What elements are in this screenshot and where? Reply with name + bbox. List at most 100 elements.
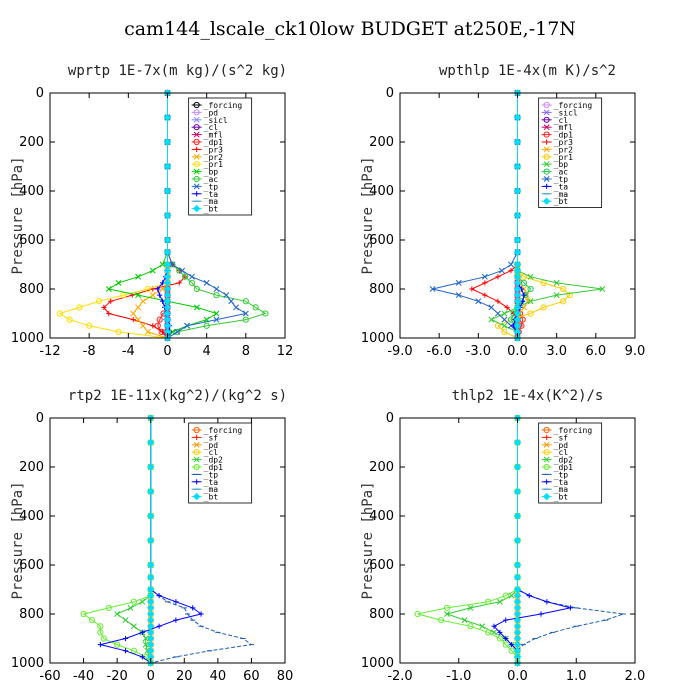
legend-item-pr3: _pr3 — [191, 145, 223, 154]
y-axis-label: Pressure [hPa] — [10, 481, 26, 599]
legend-marker — [192, 492, 201, 501]
data-point — [147, 536, 155, 545]
data-point — [140, 298, 146, 305]
x-tick-label: 6.0 — [585, 344, 606, 359]
legend-label: _dp1 — [554, 131, 573, 140]
y-tick-label: 0 — [386, 86, 394, 101]
x-tick-label: -60 — [39, 669, 60, 684]
x-tick-label: 8 — [242, 344, 250, 359]
legend-label: _bp — [204, 168, 219, 177]
legend-label: _dp1 — [554, 463, 573, 472]
series-line — [103, 93, 186, 339]
legend-item-cl: _cl — [541, 116, 568, 125]
data-point — [140, 322, 146, 329]
legend-item-bt: _bt — [191, 204, 218, 214]
data-point — [482, 280, 488, 286]
data-point — [538, 611, 544, 617]
legend-item-pr1: _pr1 — [191, 160, 223, 169]
data-point — [105, 604, 112, 611]
data-point — [147, 512, 155, 520]
data-point — [509, 642, 515, 648]
data-point — [567, 605, 573, 611]
legend-marker — [193, 168, 200, 175]
legend-label: _ac — [204, 175, 219, 184]
legend-item-forcing: _forcing — [541, 426, 592, 435]
panel-title: wpthlp 1E-4x(m K)/s^2 — [439, 63, 616, 79]
y-axis-label: Pressure [hPa] — [360, 156, 376, 274]
data-point — [139, 598, 146, 605]
legend-marker — [194, 479, 200, 485]
data-point — [173, 599, 179, 605]
series-tp — [429, 90, 521, 341]
data-point — [455, 279, 462, 286]
legend-label: _bt — [554, 493, 569, 502]
legend-item-tp: _tp — [541, 470, 569, 479]
series-bt — [513, 89, 522, 342]
data-point — [184, 322, 191, 329]
data-point — [130, 310, 137, 317]
data-point — [163, 162, 172, 171]
data-point — [523, 292, 530, 299]
series-dp1 — [80, 414, 154, 667]
data-point — [108, 298, 114, 304]
legend-item-pr2: _pr2 — [191, 153, 223, 162]
legend-item-bp: _bp — [191, 168, 219, 177]
data-point — [553, 292, 560, 299]
data-point — [513, 561, 522, 569]
data-point — [503, 617, 509, 623]
data-point — [491, 623, 497, 629]
data-point — [513, 138, 522, 146]
data-point — [122, 635, 129, 642]
x-tick-label: 4 — [203, 344, 211, 359]
data-point — [599, 286, 606, 292]
legend-label: _ta — [554, 182, 569, 191]
y-tick-label: 400 — [369, 509, 394, 524]
x-tick-label: -40 — [73, 669, 94, 684]
legend-marker — [543, 146, 550, 153]
data-point — [513, 236, 522, 244]
data-point — [127, 604, 134, 611]
legend-marker — [543, 463, 550, 471]
x-tick-label: -2.0 — [387, 669, 412, 684]
data-point — [495, 274, 501, 280]
legend-marker — [192, 204, 201, 213]
data-point — [150, 323, 156, 329]
legend-label: _pr2 — [204, 153, 223, 162]
legend-label: _ac — [554, 168, 569, 177]
legend-marker — [193, 456, 200, 463]
legend-label: _dp1 — [204, 463, 223, 472]
y-tick-label: 800 — [369, 607, 394, 622]
data-point — [495, 298, 501, 304]
legend-item-pd: _pd — [191, 108, 218, 117]
data-point — [513, 211, 522, 220]
y-tick-label: 400 — [369, 184, 394, 199]
data-point — [106, 310, 112, 317]
data-point — [174, 328, 181, 335]
data-point — [213, 292, 220, 299]
data-point — [540, 304, 547, 311]
data-point — [97, 623, 104, 630]
data-point — [174, 328, 181, 335]
data-point — [488, 304, 495, 311]
data-point — [188, 279, 196, 286]
data-point — [501, 322, 508, 329]
legend-marker — [543, 153, 550, 160]
data-point — [513, 512, 522, 520]
legend-label: _tp — [554, 470, 569, 479]
data-point — [149, 292, 156, 299]
data-point — [488, 316, 495, 323]
legend-marker — [194, 191, 200, 197]
legend-label: _pr1 — [554, 153, 573, 162]
data-point — [498, 267, 505, 274]
data-point — [159, 286, 166, 292]
legend-item-cl: _cl — [191, 448, 218, 457]
y-tick-label: 200 — [19, 135, 44, 150]
legend-item-ma: _ma — [191, 197, 218, 206]
y-tick-label: 800 — [369, 282, 394, 297]
x-tick-label: 80 — [277, 669, 294, 684]
legend-marker — [193, 175, 200, 183]
data-point — [135, 304, 142, 311]
legend-item-pr1: _pr1 — [541, 153, 573, 162]
series-bt — [513, 414, 522, 667]
legend-marker — [543, 124, 550, 131]
